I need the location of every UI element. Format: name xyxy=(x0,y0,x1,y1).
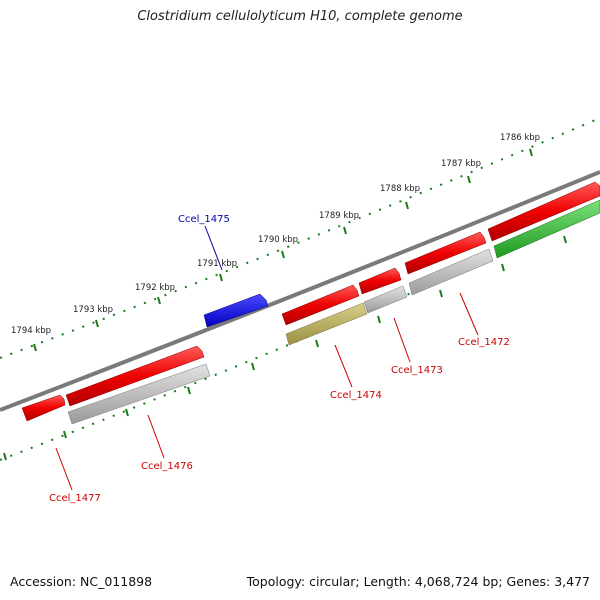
gene-bar-reverse[interactable] xyxy=(408,248,494,296)
kbp-label: 1790 kbp xyxy=(258,235,298,245)
gene-arrow-forward[interactable] xyxy=(65,345,205,407)
kbp-label: 1794 kbp xyxy=(11,326,51,336)
gene-label-ccel-1477: Ccel_1477 xyxy=(49,493,101,504)
gene-label-ccel-1476: Ccel_1476 xyxy=(141,461,193,472)
gene-arrow-blue[interactable] xyxy=(203,293,269,328)
genome-backbone xyxy=(0,170,600,412)
accession-text: Accession: NC_011898 xyxy=(10,574,153,589)
gene-arrow-forward[interactable] xyxy=(358,267,402,295)
kbp-label: 1787 kbp xyxy=(441,159,481,169)
gene-arrow-forward[interactable] xyxy=(404,231,487,275)
genome-summary-text: Topology: circular; Length: 4,068,724 bp… xyxy=(246,574,590,589)
kbp-label: 1788 kbp xyxy=(380,184,420,194)
kbp-label: 1793 kbp xyxy=(73,305,113,315)
label-leader-lines xyxy=(55,225,479,491)
gene-label-ccel-1472: Ccel_1472 xyxy=(458,337,510,348)
gene-bar-reverse[interactable] xyxy=(67,363,211,425)
genome-title: Clostridium cellulolyticum H10, complete… xyxy=(137,9,463,24)
outer-major-ticks xyxy=(33,148,533,352)
kbp-label: 1789 kbp xyxy=(319,211,359,221)
kbp-label: 1786 kbp xyxy=(500,133,540,143)
gene-label-ccel-1473: Ccel_1473 xyxy=(391,365,443,376)
kbp-label: 1792 kbp xyxy=(135,283,175,293)
inner-major-ticks xyxy=(3,235,567,461)
gene-label-ccel-1474: Ccel_1474 xyxy=(330,390,382,401)
gene-label-ccel-1475: Ccel_1475 xyxy=(178,214,230,225)
gene-bar-reverse[interactable] xyxy=(493,199,600,259)
gene-arrow-forward[interactable] xyxy=(281,284,360,326)
gene-arrow-forward[interactable] xyxy=(487,181,600,242)
gene-arrow-forward[interactable] xyxy=(21,394,66,422)
gene-bar-reverse[interactable] xyxy=(285,302,368,346)
gene-bar-reverse[interactable] xyxy=(363,285,408,314)
kbp-label: 1791 kbp xyxy=(197,259,237,269)
outer-scale-dots xyxy=(0,117,600,359)
